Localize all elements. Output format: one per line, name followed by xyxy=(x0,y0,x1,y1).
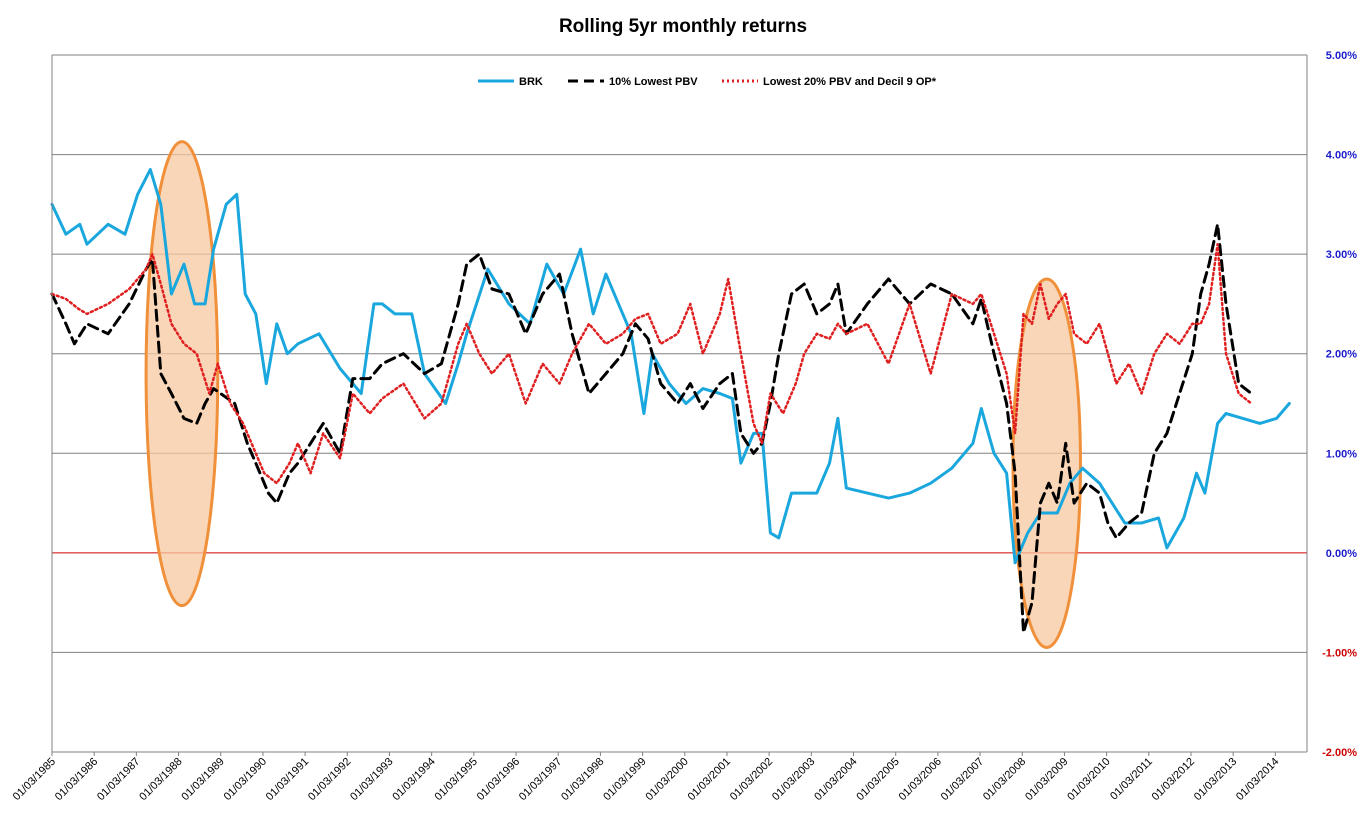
y-tick-label: -1.00% xyxy=(1322,647,1357,659)
legend: BRK 10% Lowest PBV Lowest 20% PBV and Deci… xyxy=(478,76,937,88)
y-tick-label: -2.00% xyxy=(1322,747,1357,759)
y-tick-label: 2.00% xyxy=(1326,349,1357,361)
series-line-0 xyxy=(50,168,1291,565)
legend-entry: 10% Lowest PBV xyxy=(609,76,698,88)
y-tick-label: 1.00% xyxy=(1326,448,1357,460)
legend-entry: Lowest 20% PBV and Decil 9 OP* xyxy=(763,76,937,88)
series-lines xyxy=(50,168,1291,634)
y-tick-label: 0.00% xyxy=(1326,548,1357,560)
series-line-1 xyxy=(50,222,1253,634)
chart-title: Rolling 5yr monthly returns xyxy=(559,16,807,37)
y-tick-label: 3.00% xyxy=(1326,249,1357,261)
y-tick-label: 4.00% xyxy=(1326,150,1357,162)
y-tick-label: 5.00% xyxy=(1326,50,1357,62)
series-line-2 xyxy=(50,242,1253,485)
legend-entry: BRK xyxy=(519,76,543,88)
highlight-ellipses xyxy=(144,140,1082,649)
highlight-ellipse xyxy=(144,140,220,608)
